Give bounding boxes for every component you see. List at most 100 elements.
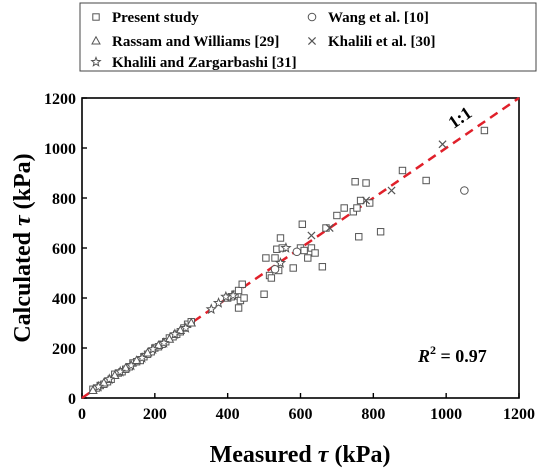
data-point-triangle [120,362,131,372]
r-squared-sup: 2 [430,343,436,357]
legend: Present study Wang et al. [10] Rassam and … [79,2,537,72]
legend-label: Khalili and Zargarbashi [31] [112,55,297,71]
data-point-square [353,204,361,212]
legend-label: Wang et al. [10] [328,10,429,26]
data-point-square [240,294,248,302]
legend-label: Rassam and Williams [29] [112,34,279,50]
r-squared-annotation: R2 = 0.97 [417,343,487,366]
data-point-square [422,176,430,185]
y-axis-title: Calculated τ (kPa) [10,153,36,342]
data-point-triangle [153,340,164,349]
data-point-x [307,231,316,240]
legend-marker-x [307,36,317,46]
data-point-triangle [175,325,186,334]
r-squared-value: = 0.97 [436,346,487,366]
data-point-square [271,254,279,262]
legend-label: Present study [112,10,199,26]
data-point-square [238,280,246,288]
y-axis-title-symbol: τ [10,214,36,226]
data-point-square [289,264,297,272]
data-point-square [262,254,270,262]
data-point-square [398,166,407,175]
x-tick-label: 0 [78,406,86,423]
data-points [88,126,489,394]
y-tick-label: 400 [52,291,76,308]
data-point-circle [292,247,302,257]
x-axis-title-pre: Measured [210,442,318,468]
data-point-square [355,233,363,241]
data-point-star [114,365,126,377]
x-tick-label: 400 [216,406,240,423]
data-point-x [438,140,447,149]
data-point-star [92,380,105,392]
data-point-star [169,328,181,340]
data-point-star [274,257,287,268]
data-point-square [376,228,385,236]
axis-tick-labels: 0 200 400 600 800 1000 1200 0 200 400 600 800 1000 12… [44,91,535,423]
data-point-square [304,254,312,262]
data-point-star [158,337,170,348]
data-point-triangle [131,355,142,364]
legend-marker-star [90,56,102,67]
data-point-square [298,220,307,228]
y-tick-label: 800 [52,191,76,208]
data-point-square [351,178,359,186]
data-point-triangle [99,377,109,387]
data-point-triangle [109,370,120,379]
data-point-square [267,274,276,282]
data-point-star [136,352,148,363]
legend-marker-square [92,13,100,21]
data-point-circle [460,186,469,195]
data-point-triangle [88,385,98,394]
data-point-circle [270,264,280,274]
data-point-x [325,223,334,233]
x-tick-label: 1200 [503,406,535,423]
data-point-star [220,290,232,302]
data-point-star [125,359,137,371]
one-to-one-line [81,96,520,400]
data-point-square [311,249,319,257]
data-point-square [340,204,348,212]
data-point-star [147,343,159,355]
data-point-triangle [164,334,175,343]
data-point-triangle [186,317,197,327]
data-point-square [362,179,370,187]
y-tick-label: 600 [52,241,76,258]
data-point-square [480,126,489,135]
x-tick-label: 600 [289,406,313,423]
y-axis-title-unit: (kPa) [10,153,36,215]
data-point-square [276,234,285,242]
data-point-square [234,286,243,295]
y-tick-label: 0 [68,391,76,408]
y-tick-label: 1200 [44,91,76,108]
x-axis-title: Measured τ (kPa) [210,442,391,468]
data-point-square [318,263,327,271]
y-tick-label: 1000 [44,141,76,158]
data-point-star [103,373,115,385]
data-point-square [356,196,365,205]
x-tick-label: 800 [361,406,385,423]
data-point-x [362,196,371,205]
data-point-square [234,304,243,312]
legend-marker-triangle [91,35,101,45]
data-point-x [387,186,396,195]
y-tick-label: 200 [52,341,76,358]
one-to-one-label: 1:1 [444,102,475,132]
data-point-square [365,199,374,207]
data-point-square [333,211,341,220]
x-axis-title-symbol: τ [318,442,330,468]
x-axis-title-unit: (kPa) [328,442,390,468]
data-point-star [205,303,217,315]
data-point-star [280,242,292,253]
x-tick-label: 1000 [430,406,462,423]
legend-label: Khalili et al. [30] [328,34,436,50]
legend-marker-circle [307,12,317,22]
data-point-star [180,322,192,333]
x-tick-label: 200 [143,406,167,423]
legend-box [79,2,537,72]
data-point-star [227,289,239,301]
r-squared-var: R [417,346,430,366]
data-point-square [260,290,268,298]
data-point-square [300,246,308,255]
